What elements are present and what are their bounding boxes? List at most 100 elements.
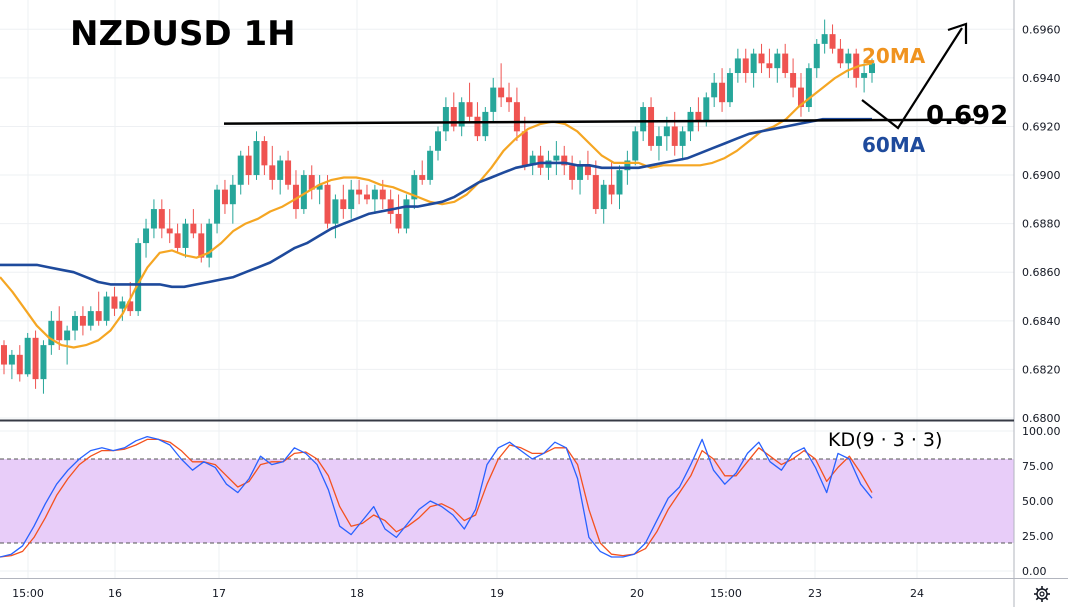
- candle-body: [24, 337, 31, 375]
- settings-gear-icon[interactable]: [1034, 586, 1050, 602]
- candle-body: [797, 87, 804, 108]
- candle-body: [8, 354, 15, 365]
- projection-arrow-head: [947, 22, 968, 44]
- candle-body: [356, 189, 363, 195]
- price-tick-label: 0.6920: [1022, 120, 1061, 133]
- candle-body: [679, 131, 686, 146]
- candle-body: [150, 209, 157, 229]
- candle-body: [695, 111, 702, 122]
- candle-body: [427, 150, 434, 180]
- candle-body: [450, 107, 457, 127]
- candle-body: [72, 315, 79, 331]
- x-tick-label: 24: [910, 587, 924, 600]
- candle-body: [229, 184, 236, 205]
- candle-body: [734, 58, 741, 74]
- candle-body: [577, 165, 584, 180]
- kd-tick-label: 50.00: [1022, 495, 1054, 508]
- kd-lines-layer: [0, 435, 873, 558]
- candle-body: [758, 53, 765, 64]
- candle-body: [584, 165, 591, 176]
- candle-body: [805, 68, 812, 108]
- candle-body: [616, 170, 623, 195]
- candle-body: [474, 116, 481, 137]
- kd-d-line: [0, 438, 873, 558]
- chart-title: NZDUSD 1H: [70, 14, 296, 54]
- candle-body: [95, 311, 102, 321]
- candle-body: [632, 131, 639, 161]
- candle-body: [182, 223, 189, 248]
- candle-body: [648, 107, 655, 146]
- candle-body: [419, 175, 426, 180]
- support-level-line: [223, 118, 975, 125]
- candle-body: [837, 48, 844, 64]
- candle-body: [135, 243, 142, 312]
- candle-body: [308, 175, 315, 190]
- candle-body: [253, 141, 260, 176]
- candle-body: [640, 107, 647, 132]
- candle-body: [829, 34, 836, 49]
- candle-body: [40, 345, 47, 380]
- candle-body: [158, 209, 165, 229]
- candle-body: [600, 184, 607, 210]
- x-tick-label: 18: [350, 587, 364, 600]
- x-tick-label: 19: [490, 587, 504, 600]
- annotation-overlays: [223, 22, 975, 130]
- candle-body: [174, 233, 181, 248]
- x-tick-label: 15:00: [12, 587, 44, 600]
- candle-body: [853, 53, 860, 78]
- kd-tick-label: 25.00: [1022, 530, 1054, 543]
- candle-body: [285, 160, 292, 185]
- candle-body: [16, 354, 23, 375]
- candle-body: [245, 155, 252, 176]
- candle-body: [64, 330, 71, 341]
- moving-averages-layer: [0, 62, 873, 349]
- candle-body: [379, 189, 386, 200]
- candle-body: [711, 82, 718, 98]
- candle-body: [206, 223, 213, 258]
- candle-body: [506, 97, 513, 103]
- kd-tick-label: 100.00: [1022, 425, 1061, 438]
- ma60-line: [0, 117, 872, 289]
- price-tick-label: 0.6900: [1022, 169, 1061, 182]
- x-tick-label: 17: [212, 587, 226, 600]
- candle-body: [774, 53, 781, 69]
- candle-body: [592, 175, 599, 210]
- candle-body: [663, 126, 670, 137]
- candle-body: [719, 82, 726, 103]
- price-tick-label: 0.6840: [1022, 315, 1061, 328]
- candle-body: [79, 315, 86, 326]
- price-tick-label: 0.6880: [1022, 218, 1061, 231]
- price-tick-label: 0.6960: [1022, 23, 1061, 36]
- candle-body: [411, 175, 418, 200]
- candle-body: [442, 107, 449, 132]
- candle-body: [608, 184, 615, 195]
- candle-body: [671, 126, 678, 146]
- candle-body: [845, 53, 852, 64]
- candle-body: [371, 189, 378, 200]
- candle-body: [569, 165, 576, 180]
- candle-body: [198, 233, 205, 258]
- candle-body: [269, 165, 276, 180]
- candle-body: [553, 155, 560, 161]
- candle-body: [821, 34, 828, 44]
- x-tick-label: 23: [808, 587, 822, 600]
- candle-body: [103, 296, 110, 321]
- candle-body: [127, 301, 134, 312]
- candle-body: [726, 73, 733, 103]
- candle-body: [300, 175, 307, 210]
- candle-body: [703, 97, 710, 122]
- candle-body: [861, 73, 868, 78]
- candle-body: [87, 311, 94, 326]
- candle-body: [655, 136, 662, 146]
- candle-body: [348, 189, 355, 210]
- candle-body: [277, 160, 284, 180]
- candle-body: [458, 102, 465, 127]
- x-tick-label: 20: [630, 587, 644, 600]
- candle-body: [513, 102, 520, 132]
- candle-body: [292, 184, 299, 210]
- candles-layer: [1, 19, 875, 394]
- x-tick-label: 16: [108, 587, 122, 600]
- candle-body: [466, 102, 473, 117]
- projection-arrow-path: [861, 27, 963, 130]
- kd-k-line: [0, 435, 873, 558]
